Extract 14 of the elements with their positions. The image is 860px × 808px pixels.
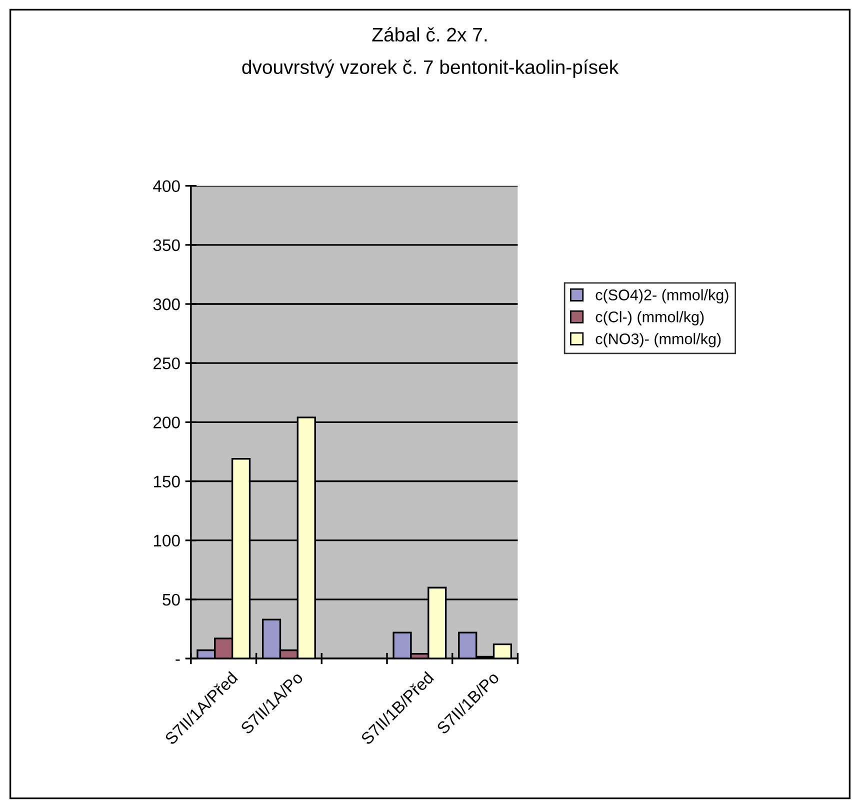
y-tick-label: 100: [154, 534, 180, 547]
chart-subtitle: dvouvrstvý vzorek č. 7 bentonit-kaolin-písek: [242, 60, 619, 78]
y-tick-label: 350: [153, 239, 180, 252]
y-tick-label: 50: [162, 594, 180, 606]
y-tick-label: -: [176, 659, 180, 661]
legend-label: c(Cl-) (mmol/kg): [596, 311, 704, 326]
y-tick-label: 300: [153, 298, 180, 310]
y-tick-label: 250: [154, 357, 180, 370]
legend-label: c(NO3)- (mmol/kg): [596, 333, 721, 348]
y-tick-label: 200: [154, 416, 180, 428]
y-tick-label: 150: [154, 476, 180, 488]
y-tick-label: 400: [153, 180, 180, 192]
legend-label: c(SO4)2- (mmol/kg): [596, 289, 728, 304]
chart-title: Zábal č. 2x 7.: [372, 27, 487, 42]
